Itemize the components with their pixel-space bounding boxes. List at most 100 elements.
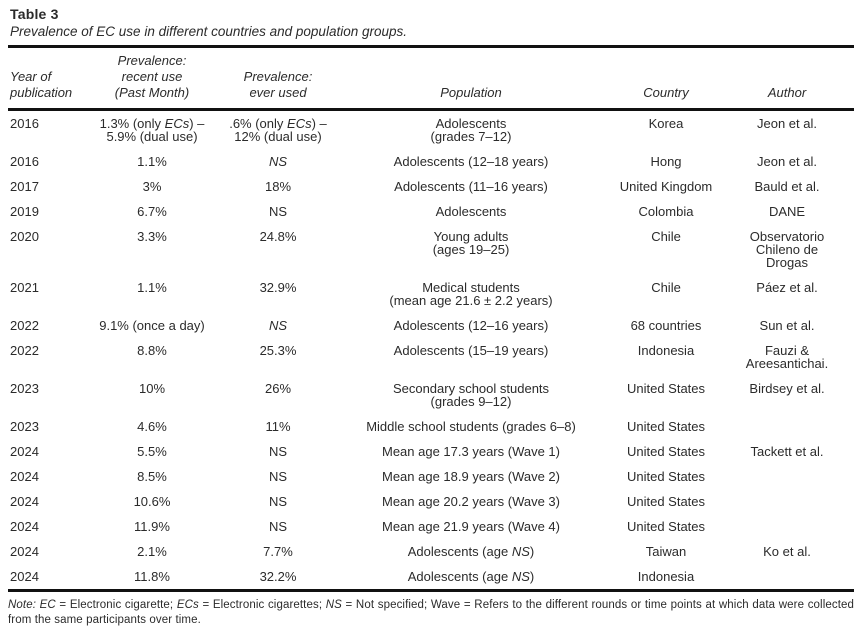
cell-ever-used: 18% bbox=[264, 179, 292, 194]
cell-recent-use: 1.1% bbox=[137, 280, 167, 295]
cell-population: Mean age 18.9 years (Wave 2) bbox=[382, 469, 560, 484]
header-row: Year of publication Prevalence: recent use… bbox=[8, 46, 854, 111]
cell-ever-used: NS bbox=[268, 519, 288, 534]
cell-recent-use: 6.7% bbox=[137, 204, 167, 219]
cell-author: Bauld et al. bbox=[754, 179, 820, 194]
cell-recent-use: 8.8% bbox=[137, 343, 167, 358]
cell-ever-used: NS bbox=[268, 154, 288, 169]
table-title: Table 3 bbox=[10, 6, 59, 22]
cell-author: Jeon et al. bbox=[757, 154, 817, 169]
cell-population: Adolescents (age NS) bbox=[407, 544, 535, 559]
cell-recent-use: 3.3% bbox=[137, 229, 167, 244]
table-subtitle: Prevalence of EC use in different countr… bbox=[10, 24, 407, 39]
cell-recent-use: 5.5% bbox=[137, 444, 167, 459]
table-row: 2016 1.1% NS Adolescents (12–18 years) Hong J… bbox=[8, 149, 854, 174]
table-row: 2017 3% 18% Adolescents (11–16 years) United… bbox=[8, 174, 854, 199]
cell-ever-used: 32.2% bbox=[259, 569, 297, 584]
cell-recent-use: 3% bbox=[142, 179, 162, 194]
cell-year: 2023 bbox=[10, 381, 39, 396]
cell-recent-use: 8.5% bbox=[137, 469, 167, 484]
cell-ever-used: NS bbox=[268, 318, 288, 333]
cell-ever-used: 11% bbox=[265, 419, 291, 434]
cell-population: Mean age 21.9 years (Wave 4) bbox=[382, 519, 560, 534]
cell-country: United States bbox=[626, 381, 706, 396]
table-row: 2023 4.6% 11% Middle school students (grade… bbox=[8, 414, 854, 439]
cell-country: United States bbox=[626, 444, 706, 459]
table-note: Note: EC = Electronic cigarette; ECs = E… bbox=[8, 599, 854, 626]
cell-author: Sun et al. bbox=[759, 318, 815, 333]
cell-author: Observatorio Chileno de Drogas bbox=[749, 229, 825, 270]
table-row: 2024 11.9% NS Mean age 21.9 years (Wave 4) U… bbox=[8, 514, 854, 539]
cell-year: 2016 bbox=[10, 154, 39, 169]
col-header-country: Country bbox=[612, 46, 720, 111]
cell-author: Páez et al. bbox=[756, 280, 818, 295]
cell-year: 2024 bbox=[10, 569, 39, 584]
cell-ever-used: NS bbox=[268, 469, 288, 484]
table-row: 2021 1.1% 32.9% Medical students (mean age 2… bbox=[8, 275, 854, 313]
col-header-author: Author bbox=[720, 46, 854, 111]
cell-country: United States bbox=[626, 469, 706, 484]
cell-author bbox=[720, 414, 854, 439]
cell-recent-use: 4.6% bbox=[137, 419, 167, 434]
cell-author: Ko et al. bbox=[763, 544, 811, 559]
cell-year: 2024 bbox=[10, 444, 39, 459]
cell-population: Mean age 17.3 years (Wave 1) bbox=[382, 444, 560, 459]
cell-author: Jeon et al. bbox=[757, 116, 817, 131]
cell-year: 2022 bbox=[10, 318, 39, 333]
cell-year: 2022 bbox=[10, 343, 39, 358]
cell-population: Adolescents (grades 7–12) bbox=[430, 116, 512, 144]
cell-population: Secondary school students (grades 9–12) bbox=[392, 381, 550, 409]
cell-ever-used: NS bbox=[268, 494, 288, 509]
cell-ever-used: 24.8% bbox=[259, 229, 297, 244]
table-row: 2022 8.8% 25.3% Adolescents (15–19 years) In… bbox=[8, 338, 854, 376]
cell-year: 2020 bbox=[10, 229, 39, 244]
cell-country: United States bbox=[626, 494, 706, 509]
table-row: 2016 1.3% (only ECs) –5.9% (dual use) .6% … bbox=[8, 110, 854, 150]
cell-country: Colombia bbox=[638, 204, 694, 219]
cell-country: United States bbox=[626, 419, 706, 434]
cell-population: Adolescents (15–19 years) bbox=[393, 343, 549, 358]
cell-population: Adolescents (age NS) bbox=[407, 569, 535, 584]
cell-population: Young adults (ages 19–25) bbox=[432, 229, 510, 257]
cell-recent-use: 10% bbox=[138, 381, 166, 396]
cell-ever-used: 26% bbox=[264, 381, 292, 396]
col-header-recent-use: Prevalence: recent use (Past Month) bbox=[78, 46, 226, 111]
table-body: 2016 1.3% (only ECs) –5.9% (dual use) .6% … bbox=[8, 110, 854, 591]
cell-population: Adolescents (12–18 years) bbox=[393, 154, 549, 169]
cell-country: Hong bbox=[650, 154, 682, 169]
table-row: 2024 10.6% NS Mean age 20.2 years (Wave 3) U… bbox=[8, 489, 854, 514]
cell-author: Tackett et al. bbox=[750, 444, 824, 459]
cell-country: United States bbox=[626, 519, 706, 534]
table-row: 2019 6.7% NS Adolescents Colombia DANE bbox=[8, 199, 854, 224]
cell-recent-use: 11.9% bbox=[134, 519, 170, 534]
cell-country: Chile bbox=[651, 280, 681, 295]
cell-author: Birdsey et al. bbox=[749, 381, 825, 396]
cell-year: 2024 bbox=[10, 544, 39, 559]
cell-recent-use: 11.8% bbox=[134, 569, 170, 584]
cell-country: United Kingdom bbox=[619, 179, 713, 194]
cell-country: Korea bbox=[648, 116, 684, 131]
cell-ever-used: NS bbox=[268, 444, 288, 459]
cell-population: Adolescents bbox=[435, 204, 507, 219]
cell-population: Middle school students (grades 6–8) bbox=[366, 419, 576, 434]
table-row: 2023 10% 26% Secondary school students (grad… bbox=[8, 376, 854, 414]
cell-recent-use: 2.1% bbox=[137, 544, 167, 559]
cell-author bbox=[720, 464, 854, 489]
cell-country: Taiwan bbox=[645, 544, 687, 559]
cell-ever-used: NS bbox=[268, 204, 288, 219]
cell-recent-use: 9.1% (once a day) bbox=[99, 318, 205, 333]
cell-country: Indonesia bbox=[637, 569, 695, 584]
cell-recent-use: 1.1% bbox=[137, 154, 167, 169]
cell-year: 2019 bbox=[10, 204, 39, 219]
cell-year: 2024 bbox=[10, 494, 39, 509]
cell-country: 68 countries bbox=[630, 318, 702, 333]
cell-ever-used: .6% (only ECs) –12% (dual use) bbox=[229, 116, 327, 144]
cell-year: 2016 bbox=[10, 116, 39, 131]
cell-year: 2021 bbox=[10, 280, 39, 295]
prevalence-table: Year of publication Prevalence: recent use… bbox=[8, 45, 854, 592]
cell-ever-used: 25.3% bbox=[259, 343, 297, 358]
cell-country: Indonesia bbox=[637, 343, 695, 358]
cell-author: Fauzi & Areesantichai. bbox=[745, 343, 829, 371]
cell-population: Adolescents (12–16 years) bbox=[393, 318, 549, 333]
